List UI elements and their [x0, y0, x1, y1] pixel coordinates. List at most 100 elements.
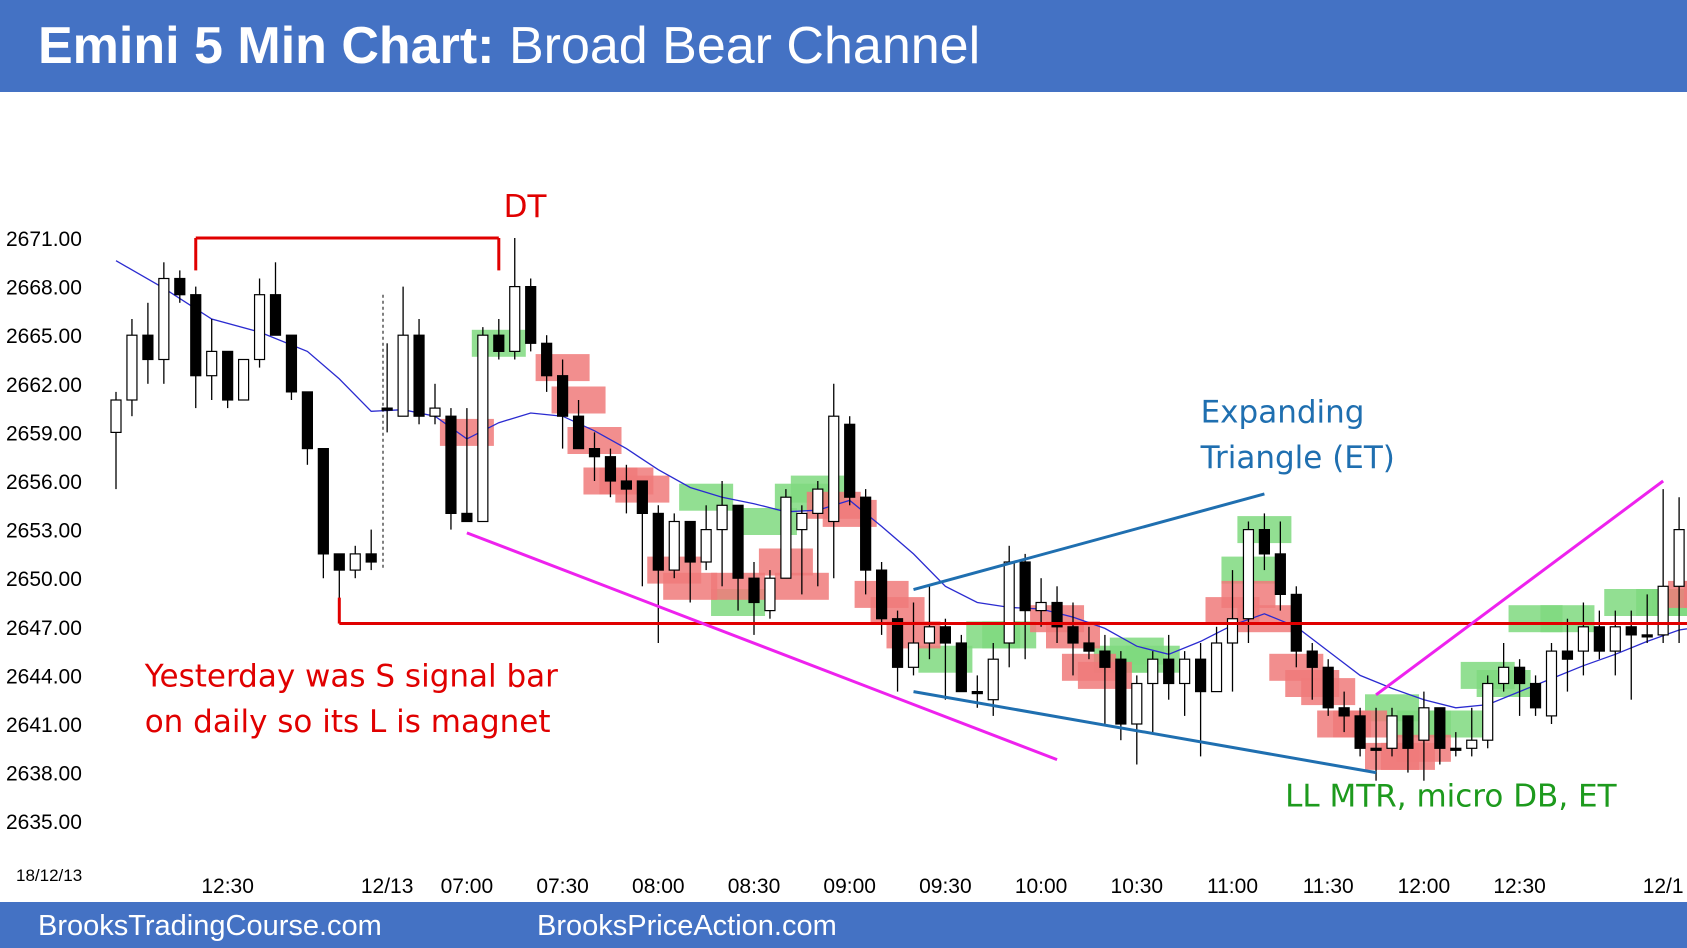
bear-candle-body — [269, 294, 282, 336]
bear-candle-body — [317, 448, 329, 555]
bull-candle-body — [907, 642, 920, 668]
title-banner: Emini 5 Min Chart: Broad Bear Channel — [0, 0, 1687, 92]
candle — [222, 350, 234, 409]
candle — [812, 481, 824, 587]
bear-candle-body — [572, 415, 585, 450]
bull-candle-body — [764, 577, 776, 612]
candlestick-chart: 2671.00 2668.00 2665.00 2662.00 2659.00 2656.… — [6, 189, 1687, 898]
y-axis: 2671.00 2668.00 2665.00 2662.00 2659.00 2656.… — [6, 228, 82, 834]
bull-candle-body — [1657, 585, 1669, 636]
bull-candle-body — [1179, 658, 1191, 685]
bear-candle-body — [1402, 715, 1414, 749]
candle — [955, 634, 967, 693]
candle — [572, 400, 585, 450]
bear-candle-body — [1322, 666, 1334, 709]
date-stamp: 18/12/13 — [16, 866, 82, 885]
y-tick-label: 2638.00 — [6, 763, 82, 786]
bear-candle-body — [1513, 666, 1526, 685]
bear-candle-body — [493, 334, 505, 352]
y-tick-label: 2662.00 — [6, 374, 82, 397]
y-tick-label: 2635.00 — [6, 811, 82, 834]
bear-candle-body — [844, 423, 856, 498]
candle — [1019, 553, 1031, 660]
bull-candle-body — [1466, 739, 1478, 749]
bear-candle-body — [652, 512, 664, 571]
candle — [1338, 691, 1350, 733]
bear-candle-body — [1099, 650, 1111, 668]
x-tick-label: 12:30 — [201, 875, 254, 898]
bear-candle-body — [1625, 626, 1637, 636]
bull-candle-body — [716, 504, 728, 531]
bear-candle-body — [1529, 682, 1542, 709]
x-tick-label: 11:00 — [1207, 875, 1258, 898]
bear-candle-body — [381, 407, 393, 411]
bear-signal-box — [1684, 580, 1687, 608]
footer-right-link[interactable]: BrooksPriceAction.com — [537, 910, 837, 942]
bull-candle-body — [1035, 601, 1047, 612]
bear-candle-body — [636, 480, 648, 515]
x-tick-label: 12:00 — [1398, 875, 1451, 898]
candle — [365, 529, 377, 571]
x-tick-label: 08:30 — [728, 875, 781, 898]
footer-left-link[interactable]: BrooksTradingCourse.com — [38, 910, 382, 942]
candle — [1099, 634, 1111, 724]
bear-candle-body — [333, 553, 345, 571]
bear-signal-box — [1668, 580, 1687, 608]
candle — [493, 319, 505, 360]
bull-candle-body — [158, 277, 170, 361]
bull-candle-body — [1609, 626, 1621, 652]
candle — [1529, 675, 1542, 716]
candle — [1035, 578, 1047, 627]
candle — [301, 391, 313, 465]
candle — [269, 262, 282, 336]
candle — [1163, 634, 1175, 700]
candle — [1482, 675, 1494, 749]
x-axis: 12:30 12/13 07:00 07:30 08:00 08:30 09:00 09:30… — [201, 875, 1683, 898]
bear-candle-body — [285, 334, 298, 393]
bull-candle-body — [812, 488, 824, 515]
bear-candle-body — [142, 334, 154, 361]
candle — [1147, 651, 1159, 733]
candle — [1593, 610, 1605, 660]
bull-trend-line — [1375, 479, 1665, 697]
bear-candle-body — [939, 626, 952, 644]
y-tick-label: 2653.00 — [6, 520, 82, 543]
candle — [684, 520, 696, 603]
bear-candle-body — [860, 496, 872, 571]
candle — [1067, 602, 1079, 676]
bull-candle-body — [1418, 707, 1430, 741]
candle — [1179, 651, 1191, 716]
annotation-text: Expanding — [1201, 395, 1365, 431]
chart-title-bold: Emini 5 Min Chart: — [38, 17, 495, 75]
bull-candle-body — [796, 512, 808, 531]
bear-candle-body — [588, 448, 601, 458]
candle — [1657, 489, 1669, 643]
bear-candle-body — [365, 553, 377, 563]
bull-candle-body — [1545, 650, 1558, 717]
chart-title: Emini 5 Min Chart: Broad Bear Channel — [38, 14, 980, 78]
y-tick-label: 2659.00 — [6, 422, 82, 445]
x-tick-label: 12/13 — [361, 875, 414, 898]
bull-candle-body — [1131, 682, 1143, 725]
candle — [126, 319, 138, 417]
candle — [796, 505, 808, 595]
x-tick-label: 09:30 — [919, 875, 972, 898]
bear-candle-body — [1561, 650, 1574, 660]
candle — [636, 480, 648, 587]
annotation-text: on daily so its L is magnet — [145, 704, 551, 740]
y-tick-label: 2650.00 — [6, 568, 82, 591]
bear-candle-body — [445, 415, 457, 515]
bull-candle-body — [828, 415, 840, 523]
candle — [1625, 610, 1637, 700]
bear-candle-body — [1115, 658, 1127, 725]
candle — [716, 481, 728, 587]
y-tick-label: 2665.00 — [6, 325, 82, 348]
bear-candle-body — [174, 277, 186, 296]
annotations-layer: DT Expanding Triangle (ET) Yesterday was S … — [144, 189, 1618, 815]
bear-candle-body — [1067, 626, 1079, 644]
candle — [238, 358, 250, 401]
bull-candle-body — [780, 496, 792, 579]
candle — [142, 302, 154, 384]
candle — [174, 270, 186, 303]
x-tick-label: 07:00 — [441, 875, 494, 898]
